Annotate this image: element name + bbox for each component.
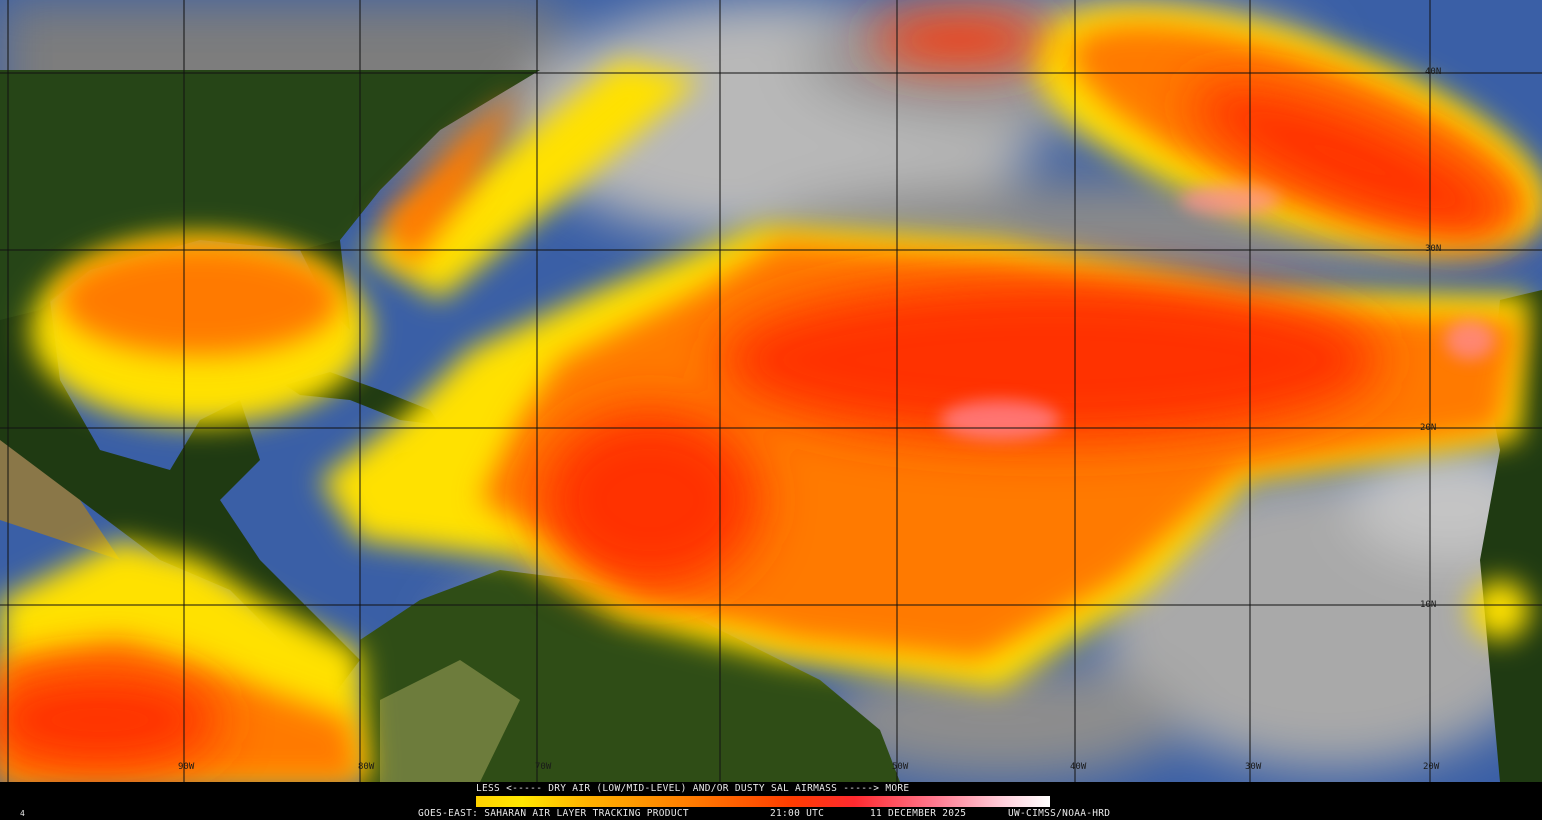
frame-number: 4 (20, 809, 26, 818)
longitude-label: 80W (358, 762, 375, 772)
date: 11 DECEMBER 2025 (870, 808, 967, 819)
sal-red (0, 15, 1509, 770)
credit: UW-CIMSS/NOAA-HRD (1008, 808, 1111, 819)
latitude-label: 10N (1420, 600, 1436, 610)
graticule (0, 0, 1542, 782)
longitude-label: 40W (1070, 762, 1087, 772)
product-name: GOES-EAST: SAHARAN AIR LAYER TRACKING PR… (418, 808, 689, 819)
colorbar (476, 796, 1050, 807)
satellite-map: 40N 30N 20N 10N 90W 80W 70W 50W 40W 30W … (0, 0, 1542, 782)
time: 21:00 UTC (770, 808, 825, 819)
legend-caption: LESS <----- DRY AIR (LOW/MID-LEVEL) AND/… (476, 783, 910, 794)
grid-labels: 40N 30N 20N 10N 90W 80W 70W 50W 40W 30W … (178, 67, 1441, 772)
longitude-label: 70W (535, 762, 552, 772)
latitude-label: 40N (1425, 67, 1441, 77)
longitude-label: 50W (892, 762, 909, 772)
longitude-label: 20W (1423, 762, 1440, 772)
latitude-label: 20N (1420, 423, 1436, 433)
longitude-label: 30W (1245, 762, 1262, 772)
longitude-label: 90W (178, 762, 195, 772)
land (0, 70, 1542, 782)
sal-pink (940, 185, 1495, 440)
latitude-label: 30N (1425, 244, 1441, 254)
